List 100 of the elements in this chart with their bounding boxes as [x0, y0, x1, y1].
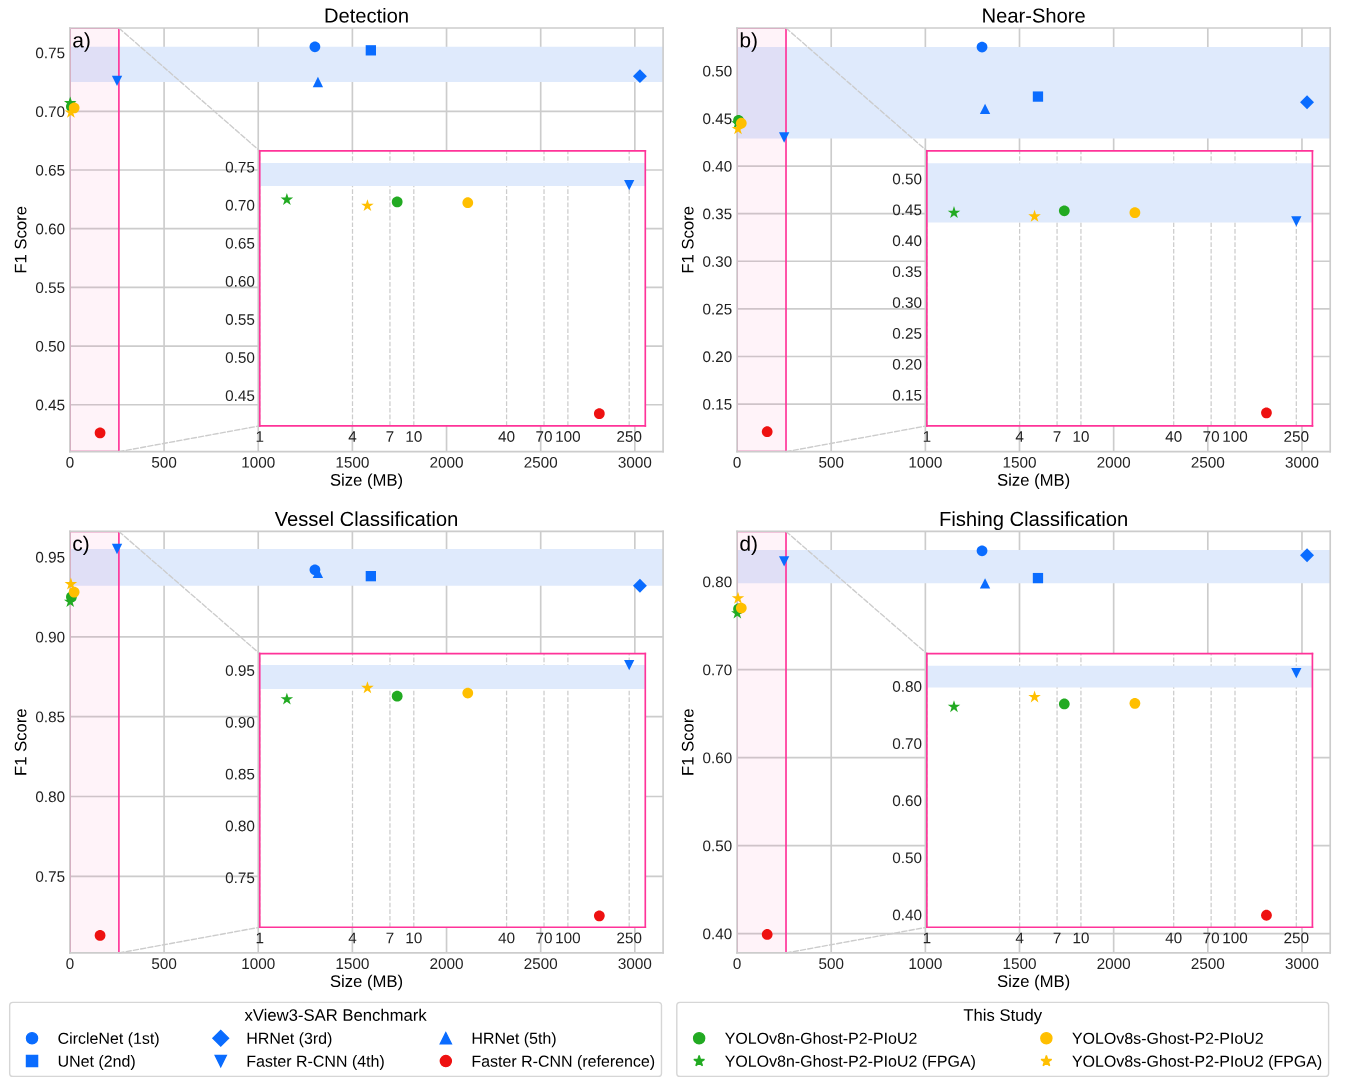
x-tick-label: 7 [386, 932, 394, 944]
y-tick-label: 0.40 [892, 235, 922, 247]
x-tick-label: 3000 [618, 958, 652, 970]
x-tick-label: 250 [1284, 431, 1309, 442]
point [68, 586, 80, 598]
x-tick-label: 7 [386, 431, 394, 442]
legend-label: Faster R-CNN (4th) [247, 1055, 384, 1071]
x-tick-label: 100 [1223, 932, 1248, 944]
x-tick-label: 1000 [909, 958, 942, 970]
x-tick-label: 500 [819, 456, 844, 468]
x-tick-label: 250 [617, 932, 642, 944]
point [64, 577, 78, 590]
legend-title: This Study [963, 1008, 1043, 1025]
point [111, 543, 123, 555]
x-tick-label: 1 [256, 431, 264, 442]
x-tick-label: 1500 [336, 958, 369, 970]
point [731, 591, 745, 604]
y-tick-label: 0.80 [703, 576, 732, 588]
y-tick-label: 0.75 [225, 161, 255, 173]
point [976, 41, 988, 53]
chart-title: Fishing Classification [940, 511, 1127, 531]
y-tick-label: 0.80 [892, 681, 922, 692]
annotation: d) [740, 535, 757, 556]
x-tick-label: 3000 [618, 456, 652, 468]
y-tick-label: 0.75 [35, 47, 65, 59]
x-tick-label: 500 [151, 958, 177, 970]
x-tick-label: 10 [406, 932, 422, 944]
x-tick-label: 40 [498, 431, 515, 442]
x-tick-label: 1500 [336, 456, 369, 468]
x-tick-label: 250 [1284, 932, 1309, 944]
y-tick-label: 0.50 [892, 852, 922, 864]
x-axis-title: Size (MB) [330, 974, 403, 991]
x-axis-title: Size (MB) [997, 473, 1070, 490]
x-tick-label: 250 [617, 431, 642, 442]
x-tick-label: 1 [256, 932, 264, 944]
x-tick-label: 2000 [1097, 958, 1131, 970]
x-tick-label: 4 [1015, 932, 1024, 944]
y-tick-label: 0.90 [35, 631, 65, 643]
x-tick-label: 2500 [524, 456, 558, 468]
x-tick-label: 10 [1073, 431, 1089, 442]
x-tick-label: 10 [1073, 932, 1089, 944]
annotation: c) [73, 535, 89, 556]
point [976, 545, 988, 557]
x-tick-label: 70 [1203, 932, 1220, 944]
legend-label: HRNet (3rd) [247, 1032, 332, 1048]
y-tick-label: 0.70 [703, 664, 732, 676]
x-tick-label: 500 [819, 958, 844, 970]
x-tick-label: 40 [498, 932, 515, 944]
y-tick-label: 0.35 [892, 266, 922, 278]
y-tick-label: 0.50 [703, 840, 732, 852]
legend-label: CircleNet (1st) [58, 1032, 159, 1048]
x-tick-label: 7 [1053, 932, 1061, 944]
x-tick-label: 2500 [1191, 456, 1225, 468]
y-tick-label: 0.25 [703, 303, 732, 315]
x-tick-label: 1000 [242, 958, 275, 970]
point [778, 556, 790, 567]
x-tick-label: 1 [923, 431, 931, 442]
x-tick-label: 70 [1203, 431, 1220, 442]
y-tick-label: 0.30 [703, 256, 732, 267]
x-tick-label: 7 [1053, 431, 1061, 442]
x-tick-label: 2000 [1097, 456, 1131, 468]
y-tick-label: 0.60 [892, 795, 922, 807]
y-tick-label: 0.60 [703, 752, 732, 764]
y-tick-label: 0.55 [35, 282, 65, 294]
x-tick-label: 40 [1165, 431, 1182, 442]
y-tick-label: 0.25 [892, 328, 922, 339]
point [979, 103, 991, 115]
legend-label: YOLOv8n-Ghost-P2-PIoU2 (FPGA) [725, 1055, 975, 1071]
point [312, 76, 324, 88]
y-tick-label: 0.20 [703, 351, 732, 363]
y-tick-label: 0.40 [892, 909, 922, 921]
point [1032, 572, 1044, 584]
x-tick-label: 100 [556, 932, 581, 944]
x-tick-label: 4 [348, 431, 357, 442]
x-tick-label: 2500 [524, 958, 558, 970]
y-axis-title: F1 Score [14, 206, 27, 273]
annotation: a) [73, 32, 90, 52]
chart-title: Detection [325, 7, 408, 23]
y-tick-label: 0.45 [892, 204, 922, 216]
x-tick-label: 10 [406, 431, 422, 442]
point [632, 578, 647, 593]
x-tick-label: 0 [733, 958, 741, 970]
y-tick-label: 0.45 [35, 399, 65, 411]
y-tick-label: 0.45 [703, 113, 732, 125]
y-tick-label: 0.85 [35, 711, 65, 723]
point [761, 929, 773, 940]
point [761, 426, 773, 438]
x-tick-label: 0 [66, 958, 74, 970]
y-tick-label: 0.75 [225, 872, 255, 884]
y-tick-label: 0.50 [35, 340, 65, 352]
x-tick-label: 2000 [430, 958, 463, 970]
y-tick-label: 0.70 [35, 106, 65, 118]
point [365, 571, 376, 582]
y-tick-label: 0.65 [35, 164, 65, 176]
y-tick-label: 0.35 [703, 208, 732, 220]
y-axis-title: F1 Score [681, 206, 694, 273]
y-tick-label: 0.15 [892, 389, 922, 401]
y-tick-label: 0.40 [703, 160, 732, 172]
annotation: b) [740, 32, 757, 52]
point [1300, 95, 1314, 110]
